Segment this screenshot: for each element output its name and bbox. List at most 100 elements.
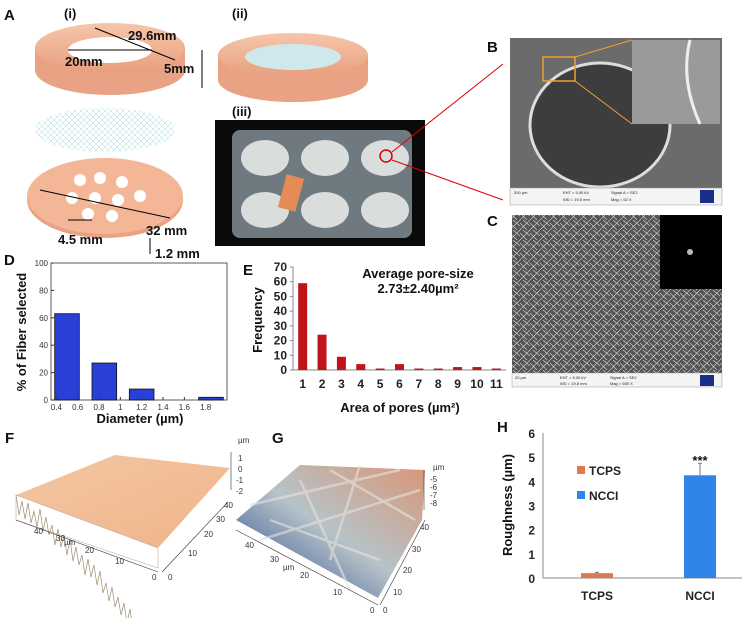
y-tick-label: 20 (274, 334, 288, 348)
x-tick-label: 1 (118, 403, 123, 412)
x-tick: 40 (245, 541, 254, 550)
x-axis-label: Diameter (µm) (97, 411, 184, 426)
y-tick: 10 (393, 588, 402, 597)
x-tick-label: 6 (396, 377, 403, 391)
panel-label: C (487, 213, 498, 230)
z-tick: -6 (430, 483, 438, 492)
y-tick-label: 0 (280, 363, 287, 377)
y-tick-label: 0 (528, 572, 535, 586)
bar (375, 368, 385, 370)
bar (91, 362, 118, 401)
panel-label: A (4, 7, 15, 24)
x-tick-label: 8 (435, 377, 442, 391)
y-tick-label: 40 (39, 341, 48, 350)
y-tick: 30 (216, 515, 225, 524)
y-tick-label: 100 (35, 259, 49, 268)
x-tick-label: 2 (319, 377, 326, 391)
panel-a: A (i) 29.6mm 20mm 5mm 32 mm 4.5 mm 1.2 m… (4, 6, 504, 261)
z-tick: 1 (238, 454, 243, 463)
z-tick: 0 (238, 465, 243, 474)
legend-swatch (577, 491, 585, 499)
panel-b-sem: B 200 µm EHT = 5.00 kV WD = 19.5 mm Sign… (487, 38, 723, 206)
x-tick-label: 9 (454, 377, 461, 391)
y-tick-label: 30 (274, 319, 288, 333)
bar (395, 364, 404, 370)
z-tick: -2 (236, 487, 244, 496)
panel-label: D (4, 252, 15, 269)
annotation-line-1: Average pore-size (362, 266, 474, 281)
panel-h-chart: H Roughness (µm) *** TCPS NCCI 0 1 2 3 4 5 6 TCPS… (497, 419, 742, 603)
legend-label: NCCI (589, 489, 618, 503)
panel-g-afm: G µm -5 -6 -7 -8 0 10 20 µm 30 40 0 10 2… (235, 430, 445, 615)
wd-text: WD = 19.8 mm (560, 381, 587, 386)
x-tick-label: 11 (490, 377, 503, 391)
y-tick-label: 50 (274, 289, 288, 303)
scale-bar-label: 20 µm (515, 375, 527, 380)
dim-thickness: 1.2 mm (155, 246, 200, 261)
x-tick-label: TCPS (581, 589, 613, 603)
wd-text: WD = 19.5 mm (563, 197, 590, 202)
sub-label: (i) (64, 6, 76, 21)
bar (472, 367, 482, 370)
panel-f-afm: F µm 1 0 -1 -2 0 10 20 µm 30 40 0 10 20 … (5, 430, 250, 618)
y-tick-label: 80 (39, 286, 48, 295)
panel-c-sem: C 20 µm EHT = 5.00 kV WD = 19.8 mm Signa… (487, 213, 723, 388)
y-tick: 20 (204, 530, 213, 539)
well-plate-photo (215, 120, 425, 246)
x-tick-label: 7 (416, 377, 423, 391)
y-tick: 40 (420, 523, 429, 532)
significance-marker: *** (692, 453, 708, 468)
x-axis-label: Area of pores (µm²) (340, 400, 459, 415)
bar (317, 334, 327, 370)
x-tick-label: 10 (470, 377, 484, 391)
x-tick: 30 (56, 534, 65, 543)
x-tick: 20 (300, 571, 309, 580)
sub-label: (ii) (232, 6, 248, 21)
y-tick-label: 5 (528, 451, 535, 465)
x-tick-label: 1.6 (179, 403, 191, 412)
x-tick: 30 (270, 555, 279, 564)
bar (581, 573, 613, 578)
x-tick-label: 1 (299, 377, 306, 391)
x-tick-label: 5 (377, 377, 384, 391)
y-tick-label: 60 (274, 275, 288, 289)
z-tick: -8 (430, 499, 438, 508)
y-tick-label: 3 (528, 500, 535, 514)
y-axis-label: % of Fiber selected (14, 273, 29, 392)
bar (453, 367, 463, 370)
dim-hole: 4.5 mm (58, 232, 103, 247)
panel-e-chart: E Frequency Area of pores (µm²) Average … (243, 260, 506, 415)
z-tick: -5 (430, 475, 438, 484)
y-tick-label: 70 (274, 260, 288, 274)
bar (356, 364, 366, 370)
y-tick: 20 (403, 566, 412, 575)
x-tick: 40 (34, 527, 43, 536)
x-tick-label: NCCI (685, 589, 714, 603)
y-tick-label: 40 (274, 304, 288, 318)
zeiss-logo (700, 190, 714, 203)
x-tick-label: 1.2 (136, 403, 148, 412)
legend-swatch (577, 466, 585, 474)
y-tick: 40 (224, 501, 233, 510)
bar (491, 368, 501, 370)
mag-text: Mag = 52 X (611, 197, 632, 202)
y-axis-label: Frequency (250, 286, 265, 353)
zeiss-logo (700, 375, 714, 386)
x-tick: 20 (85, 546, 94, 555)
bar (298, 283, 308, 370)
y-tick: 10 (188, 549, 197, 558)
x-tick-label: 1.8 (200, 403, 212, 412)
y-axis-label: Roughness (µm) (500, 454, 515, 556)
bar (414, 368, 424, 370)
sub-label: (iii) (232, 104, 252, 119)
signal-text: Signal A = SE2 (610, 375, 637, 380)
dim-outer: 29.6mm (128, 28, 176, 43)
x-tick: 10 (115, 557, 124, 566)
bar (198, 396, 224, 401)
z-unit: µm (433, 463, 445, 472)
y-tick: 0 (168, 573, 173, 582)
y-tick-label: 4 (528, 475, 535, 489)
bar (433, 368, 443, 370)
eht-text: EHT = 5.00 kV (563, 190, 589, 195)
panel-label: G (272, 430, 284, 447)
